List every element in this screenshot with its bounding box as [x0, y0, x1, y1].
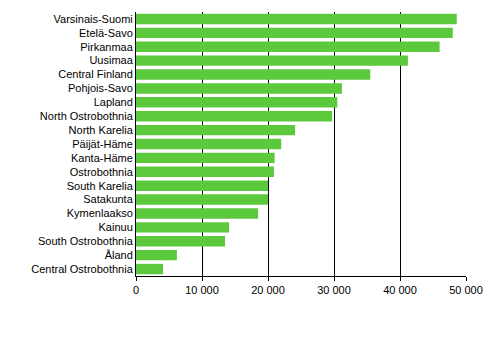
- svg-text:Etelä-Savo: Etelä-Savo: [79, 27, 133, 39]
- svg-text:Åland: Åland: [105, 249, 133, 261]
- svg-text:South Ostrobothnia: South Ostrobothnia: [38, 235, 134, 247]
- svg-text:North Ostrobothnia: North Ostrobothnia: [40, 110, 134, 122]
- svg-text:Lapland: Lapland: [94, 96, 133, 108]
- svg-text:Pohjois-Savo: Pohjois-Savo: [68, 82, 133, 94]
- svg-text:20 000: 20 000: [251, 284, 285, 296]
- svg-text:Kymenlaakso: Kymenlaakso: [67, 207, 133, 219]
- svg-text:North Karelia: North Karelia: [69, 124, 134, 136]
- svg-text:50 000: 50 000: [449, 284, 483, 296]
- svg-text:Satakunta: Satakunta: [83, 193, 133, 205]
- svg-text:Central Finland: Central Finland: [58, 68, 133, 80]
- svg-text:Kanta-Häme: Kanta-Häme: [71, 152, 133, 164]
- svg-text:40 000: 40 000: [383, 284, 417, 296]
- svg-text:Kainuu: Kainuu: [99, 221, 133, 233]
- svg-text:0: 0: [133, 284, 139, 296]
- svg-text:Central Ostrobothnia: Central Ostrobothnia: [31, 263, 133, 275]
- svg-text:Uusimaa: Uusimaa: [89, 54, 133, 66]
- svg-text:Pirkanmaa: Pirkanmaa: [80, 41, 133, 53]
- svg-text:Ostrobothnia: Ostrobothnia: [70, 166, 134, 178]
- svg-text:Päijät-Häme: Päijät-Häme: [72, 138, 133, 150]
- svg-text:Varsinais-Suomi: Varsinais-Suomi: [54, 13, 133, 25]
- svg-text:30 000: 30 000: [317, 284, 351, 296]
- svg-text:10 000: 10 000: [185, 284, 219, 296]
- svg-text:South Karelia: South Karelia: [67, 180, 134, 192]
